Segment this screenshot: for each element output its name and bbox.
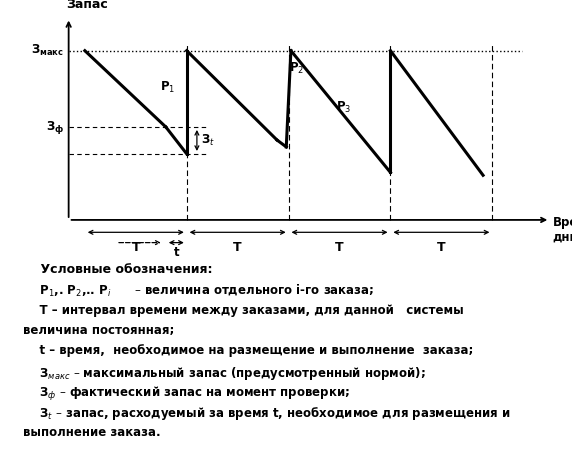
- Text: T: T: [233, 240, 242, 253]
- Text: З$_t$: З$_t$: [201, 133, 214, 148]
- Text: t: t: [173, 246, 179, 259]
- Text: З$_t$ – запас, расходуемый за время t, необходимое для размещения и: З$_t$ – запас, расходуемый за время t, н…: [23, 405, 510, 423]
- Text: T: T: [437, 240, 446, 253]
- Text: t – время,  необходимое на размещение и выполнение  заказа;: t – время, необходимое на размещение и в…: [23, 345, 473, 357]
- Text: T – интервал времени между заказами, для данной   системы: T – интервал времени между заказами, для…: [23, 304, 464, 317]
- Text: З$_{\mathbf{макс}}$: З$_{\mathbf{макс}}$: [31, 43, 64, 58]
- Text: выполнение заказа.: выполнение заказа.: [23, 426, 161, 439]
- Text: T: T: [132, 240, 140, 253]
- Text: З$_{макс}$ – максимальный запас (предусмотренный нормой);: З$_{макс}$ – максимальный запас (предусм…: [23, 365, 426, 382]
- Text: P$_1$: P$_1$: [160, 80, 175, 95]
- Text: P$_1$,. P$_2$,.. P$_i$      – величина отдельного i-го заказа;: P$_1$,. P$_2$,.. P$_i$ – величина отдель…: [23, 283, 374, 299]
- Text: P$_3$: P$_3$: [336, 100, 351, 115]
- Text: величина постоянная;: величина постоянная;: [23, 324, 174, 337]
- Text: Запас: Запас: [66, 0, 108, 11]
- Text: З$_ф$ – фактический запас на момент проверки;: З$_ф$ – фактический запас на момент пров…: [23, 385, 349, 403]
- Text: T: T: [335, 240, 344, 253]
- Text: Время,
дни: Время, дни: [553, 216, 572, 244]
- Text: З$_{\mathbf{ф}}$: З$_{\mathbf{ф}}$: [46, 119, 64, 136]
- Text: Условные обозначения:: Условные обозначения:: [23, 263, 212, 276]
- Text: P$_2$: P$_2$: [289, 61, 304, 76]
